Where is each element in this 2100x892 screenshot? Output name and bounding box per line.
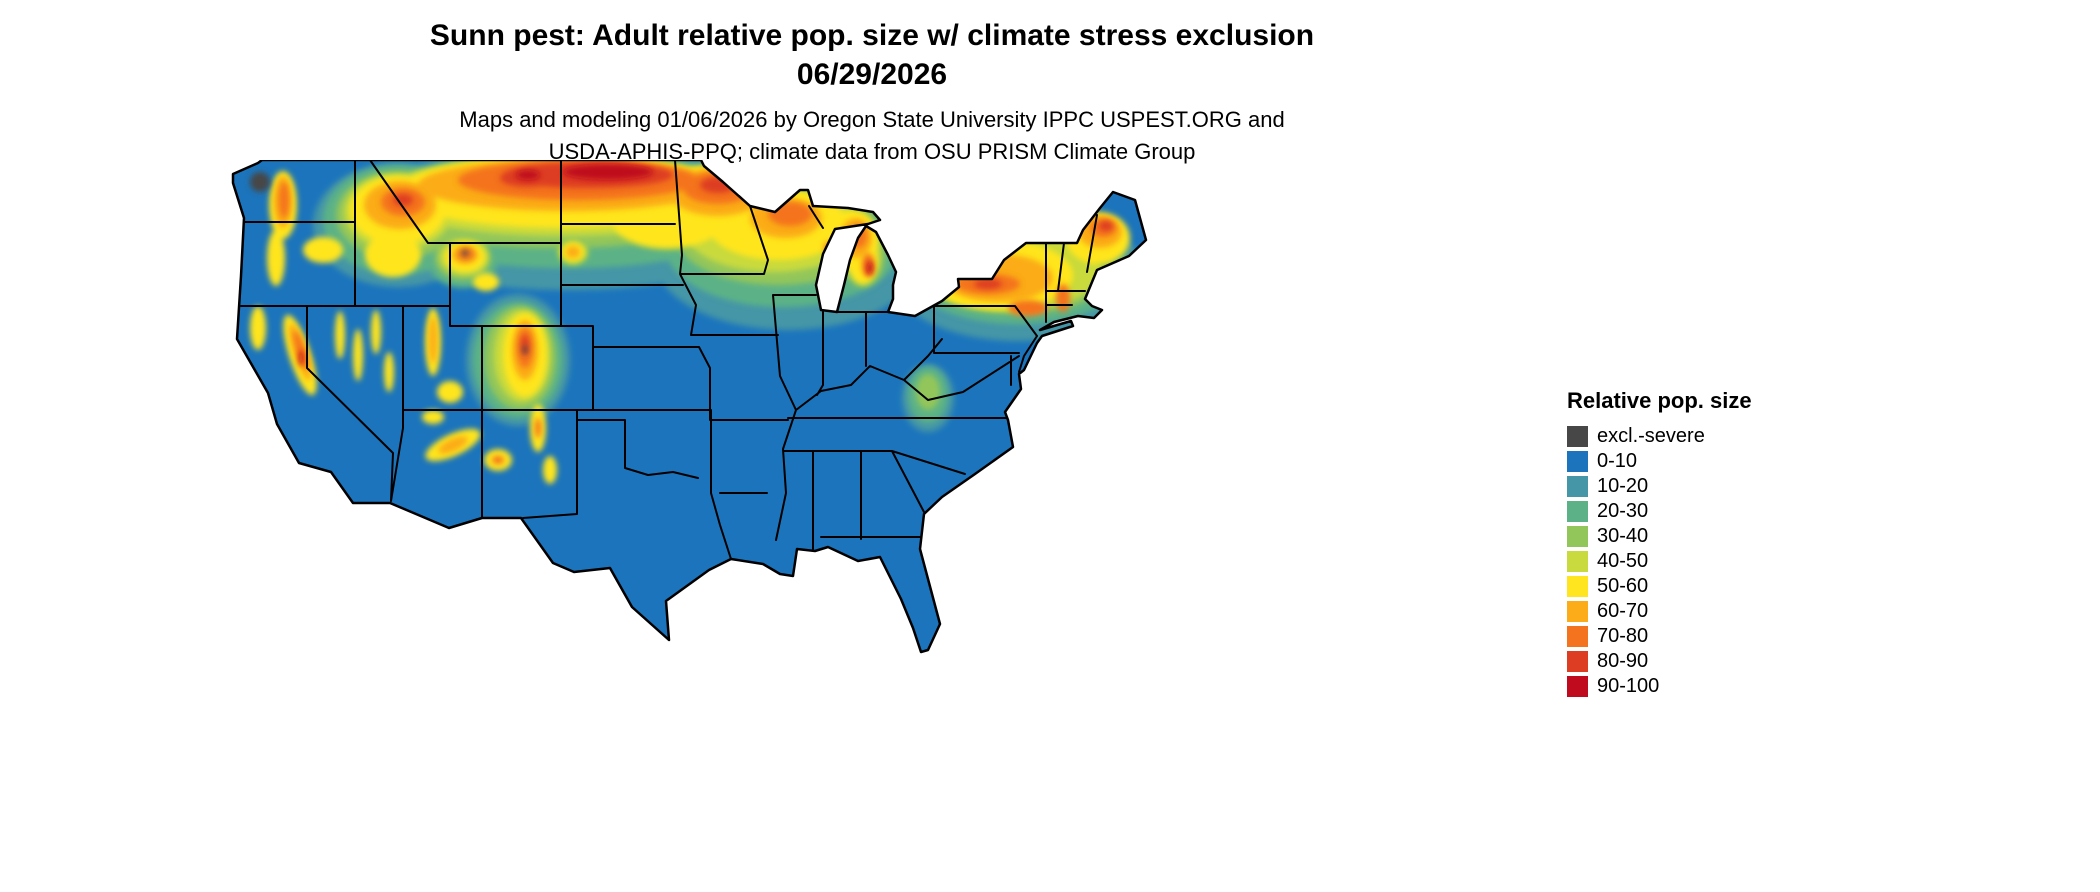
- legend-swatch-20-30: [1567, 501, 1588, 522]
- legend-swatch-90-100: [1567, 676, 1588, 697]
- legend-label: 90-100: [1597, 675, 1660, 697]
- us-map: [228, 158, 1150, 661]
- map-layer-excl-severe: [250, 172, 527, 355]
- legend-label: 0-10: [1597, 450, 1638, 472]
- legend-item-10-20: 10-20: [1567, 474, 1787, 499]
- legend-item-80-90: 80-90: [1567, 649, 1787, 674]
- state-borders: [240, 159, 1098, 560]
- legend-swatch-40-50: [1567, 551, 1588, 572]
- legend-item-40-50: 40-50: [1567, 549, 1787, 574]
- legend-swatch-excl-severe: [1567, 426, 1588, 447]
- legend: Relative pop. size excl.-severe 0-10 10-…: [1567, 388, 1787, 699]
- plot-subtitle: Maps and modeling 01/06/2026 by Oregon S…: [0, 104, 1744, 168]
- legend-title: Relative pop. size: [1567, 388, 1752, 413]
- subtitle-line1: Maps and modeling 01/06/2026 by Oregon S…: [459, 107, 1285, 132]
- legend-label: 60-70: [1597, 600, 1649, 622]
- legend-swatch-80-90: [1567, 651, 1588, 672]
- legend-label: 80-90: [1597, 650, 1649, 672]
- legend-label: excl.-severe: [1597, 425, 1705, 447]
- legend-item-50-60: 50-60: [1567, 574, 1787, 599]
- map-layer-90-100: [299, 164, 873, 366]
- legend-label: 30-40: [1597, 525, 1649, 547]
- legend-swatch-60-70: [1567, 601, 1588, 622]
- us-outline: [231, 158, 1148, 654]
- legend-swatch-0-10: [1567, 451, 1588, 472]
- legend-swatch-50-60: [1567, 576, 1588, 597]
- legend-swatch-70-80: [1567, 626, 1588, 647]
- legend-item-90-100: 90-100: [1567, 674, 1787, 699]
- legend-item-30-40: 30-40: [1567, 524, 1787, 549]
- legend-item-excl-severe: excl.-severe: [1567, 424, 1787, 449]
- page-title-line2: 06/29/2026: [796, 58, 948, 91]
- legend-label: 10-20: [1597, 475, 1649, 497]
- legend-label: 70-80: [1597, 625, 1649, 647]
- legend-label: 40-50: [1597, 550, 1649, 572]
- legend-swatch-30-40: [1567, 526, 1588, 547]
- plot-heading: Sunn pest: Adult relative pop. size w/ c…: [0, 16, 1744, 168]
- legend-label: 20-30: [1597, 500, 1649, 522]
- legend-item-60-70: 60-70: [1567, 599, 1787, 624]
- legend-item-20-30: 20-30: [1567, 499, 1787, 524]
- us-map-svg: [231, 158, 1148, 654]
- legend-label: 50-60: [1597, 575, 1649, 597]
- legend-item-0-10: 0-10: [1567, 449, 1787, 474]
- page-title-line1: Sunn pest: Adult relative pop. size w/ c…: [429, 19, 1315, 52]
- legend-swatch-10-20: [1567, 476, 1588, 497]
- legend-item-70-80: 70-80: [1567, 624, 1787, 649]
